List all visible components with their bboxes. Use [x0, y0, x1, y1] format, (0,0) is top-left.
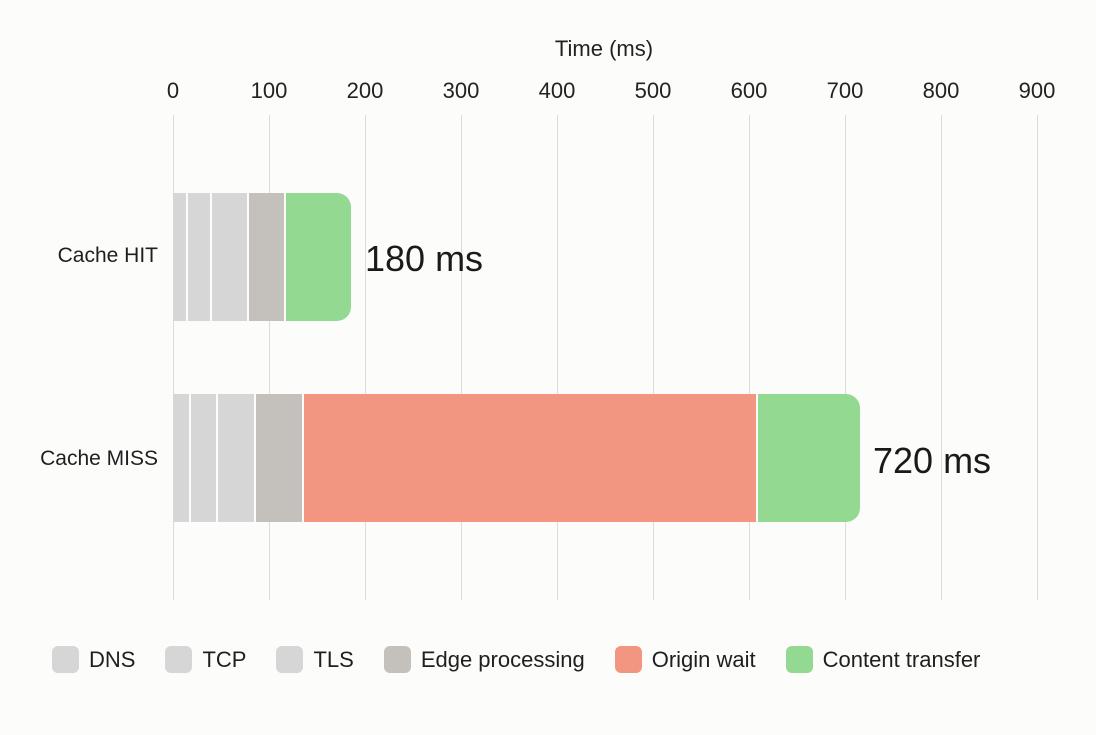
tick-label: 200	[346, 78, 384, 103]
segment-content-transfer	[758, 394, 860, 522]
axis-title: Time (ms)	[554, 36, 654, 61]
legend-swatch	[614, 646, 642, 673]
gridline	[557, 115, 558, 600]
legend-label: Content transfer	[822, 646, 981, 672]
tick-label: 700	[826, 78, 864, 103]
tick-label: 600	[730, 78, 768, 103]
segment-dns	[173, 193, 186, 321]
legend-item-tls: TLS	[276, 646, 354, 673]
segment-edge-processing	[256, 394, 302, 522]
legend-item-origin-wait: Origin wait	[614, 646, 756, 673]
total-label-cache-hit: 180 ms	[365, 238, 484, 279]
gridline	[461, 115, 462, 600]
row-label-cache-miss: Cache MISS	[40, 447, 158, 470]
tick-label: 100	[250, 78, 288, 103]
gridline	[845, 115, 846, 600]
segment-origin-wait	[304, 394, 756, 522]
gridline	[749, 115, 750, 600]
gridline	[269, 115, 270, 600]
segment-dns	[173, 394, 189, 522]
legend-item-content-transfer: Content transfer	[785, 646, 981, 673]
legend-label: TLS	[313, 646, 354, 672]
tick-label: 900	[1018, 78, 1056, 103]
legend-label: TCP	[202, 646, 247, 672]
gridline	[941, 115, 942, 600]
legend-label: Origin wait	[651, 646, 756, 672]
total-label-cache-miss: 720 ms	[873, 440, 992, 481]
segment-tls	[218, 394, 254, 522]
gridline	[1037, 115, 1038, 600]
legend-swatch	[52, 646, 79, 673]
legend: DNS TCP TLS Edge processing Origin wait …	[52, 646, 1010, 673]
legend-item-dns: DNS	[52, 646, 135, 673]
segment-tcp	[191, 394, 216, 522]
segment-tcp	[188, 193, 210, 321]
legend-swatch	[383, 646, 411, 673]
tick-label: 300	[442, 78, 480, 103]
tick-label: 800	[922, 78, 960, 103]
tick-label: 0	[166, 78, 180, 103]
tick-label: 500	[634, 78, 672, 103]
gridline	[365, 115, 366, 600]
gridline	[173, 115, 174, 600]
legend-item-edge-processing: Edge processing	[383, 646, 585, 673]
legend-label: Edge processing	[420, 646, 585, 672]
row-label-cache-hit: Cache HIT	[57, 244, 158, 267]
legend-item-tcp: TCP	[165, 646, 246, 673]
segment-tls	[212, 193, 247, 321]
segment-edge-processing	[249, 193, 284, 321]
legend-swatch	[165, 646, 193, 673]
gridline	[653, 115, 654, 600]
legend-label: DNS	[89, 646, 136, 672]
segment-content-transfer	[286, 193, 351, 321]
legend-swatch	[785, 646, 813, 673]
legend-swatch	[276, 646, 304, 673]
tick-label: 400	[538, 78, 576, 103]
